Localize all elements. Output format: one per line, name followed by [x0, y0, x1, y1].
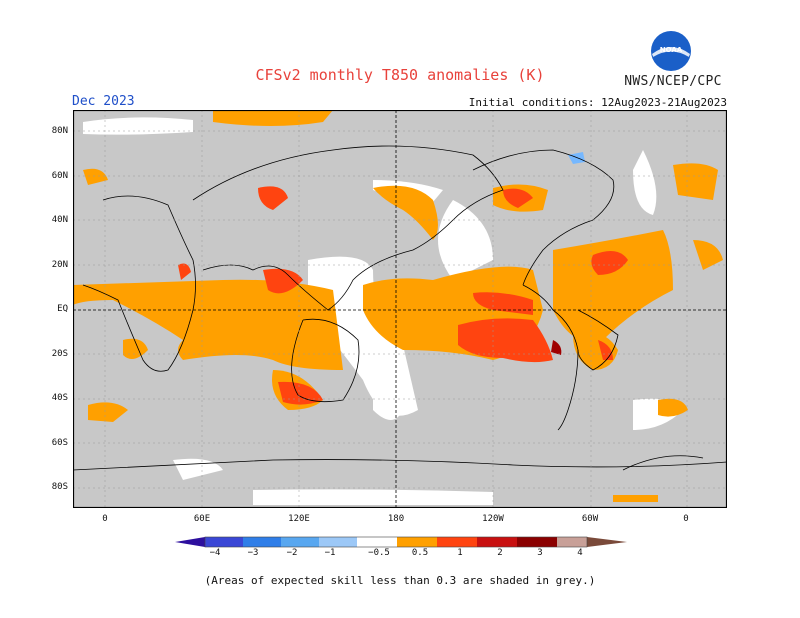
- anomaly-neg-0.5-1: [568, 152, 585, 164]
- lat-label: 80S: [51, 482, 68, 492]
- anomaly-map: [72, 109, 728, 509]
- lat-label: 20S: [51, 349, 68, 359]
- lon-label: 60E: [193, 514, 211, 524]
- lon-label: 120W: [482, 514, 504, 524]
- colorbar-label: −4: [209, 548, 221, 558]
- lat-label: 80N: [51, 126, 68, 136]
- lon-label: 0: [683, 514, 689, 524]
- colorbar: [175, 536, 627, 548]
- logo-text: NOAA: [660, 46, 683, 54]
- lon-label: 120E: [288, 514, 310, 524]
- colorbar-label: −3: [247, 548, 259, 558]
- lon-label: 60W: [581, 514, 599, 524]
- lat-label: 40N: [51, 215, 68, 225]
- anomaly-0.5-1: [73, 109, 723, 502]
- coastlines: [72, 145, 728, 471]
- colorbar-label: −1: [324, 548, 336, 558]
- lat-label: 20N: [51, 260, 68, 270]
- colorbar-label: 1: [457, 548, 463, 558]
- credit-label: NWS/NCEP/CPC: [624, 74, 722, 89]
- noaa-logo: NOAA: [651, 31, 691, 71]
- map-border: [72, 109, 728, 509]
- lat-label: EQ: [57, 304, 68, 314]
- colorbar-label: 2: [497, 548, 503, 558]
- lat-label: 60S: [51, 438, 68, 448]
- colorbar-label: 3: [537, 548, 543, 558]
- lat-label: 40S: [51, 393, 68, 403]
- colorbar-label: 0.5: [411, 548, 429, 558]
- map-title: CFSv2 monthly T850 anomalies (K): [255, 66, 545, 84]
- lat-label: 60N: [51, 171, 68, 181]
- initial-conditions: Initial conditions: 12Aug2023-21Aug2023: [468, 96, 727, 109]
- colorbar-label: −0.5: [368, 548, 390, 558]
- valid-month: Dec 2023: [72, 94, 135, 109]
- colorbar-label: −2: [286, 548, 298, 558]
- lon-label: 0: [102, 514, 108, 524]
- lon-label: 180: [387, 514, 405, 524]
- anomaly-2-3: [551, 340, 562, 355]
- colorbar-label: 4: [577, 548, 583, 558]
- lat-lon-grid: [73, 110, 727, 508]
- skill-footnote: (Areas of expected skill less than 0.3 a…: [204, 574, 596, 587]
